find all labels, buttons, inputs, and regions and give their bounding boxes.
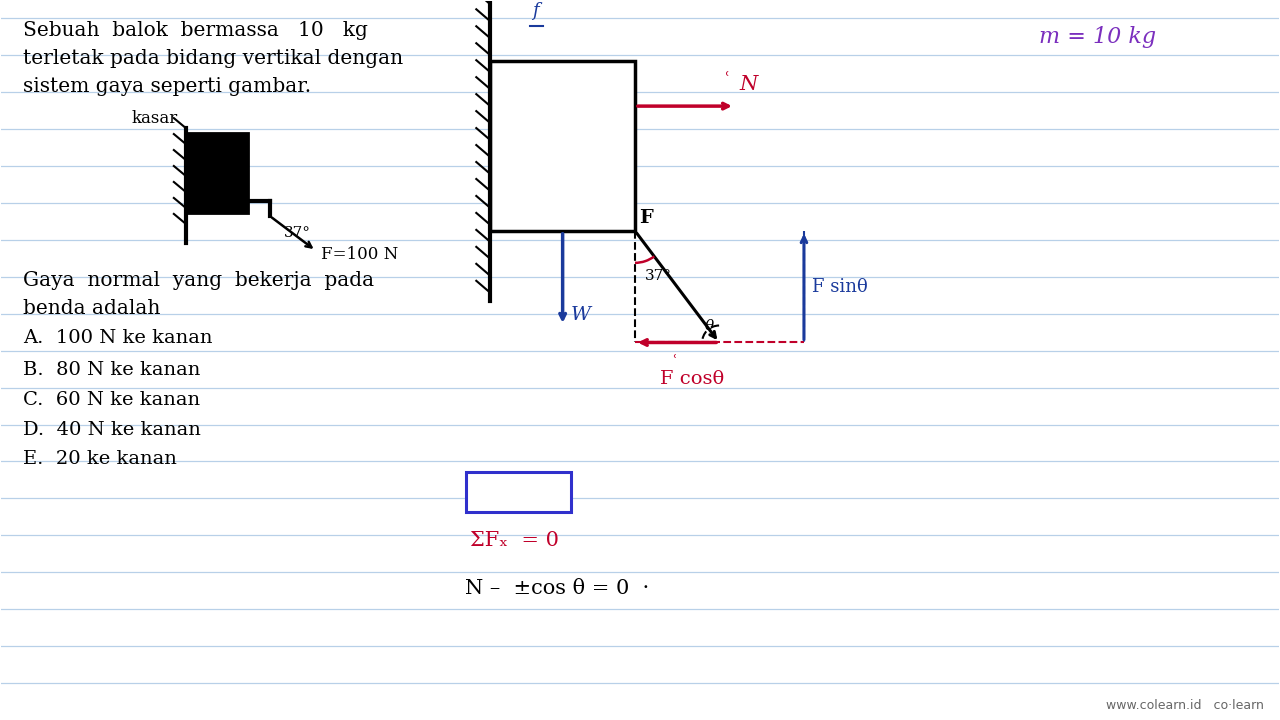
Text: A.  100 N ke kanan: A. 100 N ke kanan: [23, 329, 212, 347]
Text: N –  ±cos θ = 0  ·: N – ±cos θ = 0 ·: [466, 579, 649, 598]
Text: W: W: [571, 306, 590, 324]
Text: C.  60 N ke kanan: C. 60 N ke kanan: [23, 390, 200, 408]
Text: Sebuah  balok  bermassa   10   kg: Sebuah balok bermassa 10 kg: [23, 22, 367, 40]
Text: F=100 N: F=100 N: [321, 246, 398, 263]
Text: ʿ: ʿ: [672, 354, 677, 369]
Text: F: F: [639, 209, 653, 227]
Text: F cosθ: F cosθ: [660, 371, 724, 389]
Text: N: N: [740, 75, 758, 94]
Text: benda adalah: benda adalah: [23, 299, 160, 318]
Text: D.  40 N ke kanan: D. 40 N ke kanan: [23, 420, 201, 438]
Bar: [490, 61, 635, 231]
Bar: [466, 472, 571, 513]
Text: ʿ: ʿ: [724, 71, 730, 88]
Text: Gaya  normal  yang  bekerja  pada: Gaya normal yang bekerja pada: [23, 271, 374, 290]
Text: θ: θ: [705, 318, 714, 333]
Text: 37°: 37°: [645, 269, 672, 283]
Text: ΣF = 0: ΣF = 0: [483, 482, 563, 503]
Text: kasar: kasar: [132, 110, 178, 127]
Text: f: f: [532, 2, 539, 20]
Text: E.  20 ke kanan: E. 20 ke kanan: [23, 451, 177, 469]
Text: 37°: 37°: [284, 226, 311, 240]
Text: ΣFₓ  = 0: ΣFₓ = 0: [470, 531, 559, 550]
Text: B.  80 N ke kanan: B. 80 N ke kanan: [23, 361, 201, 379]
Bar: [186, 133, 248, 213]
Text: F sinθ: F sinθ: [812, 278, 868, 296]
Text: sistem gaya seperti gambar.: sistem gaya seperti gambar.: [23, 77, 311, 96]
Text: terletak pada bidang vertikal dengan: terletak pada bidang vertikal dengan: [23, 49, 403, 68]
Text: m = 10 kg: m = 10 kg: [1039, 26, 1156, 48]
Text: www.colearn.id   co·learn: www.colearn.id co·learn: [1106, 699, 1263, 712]
